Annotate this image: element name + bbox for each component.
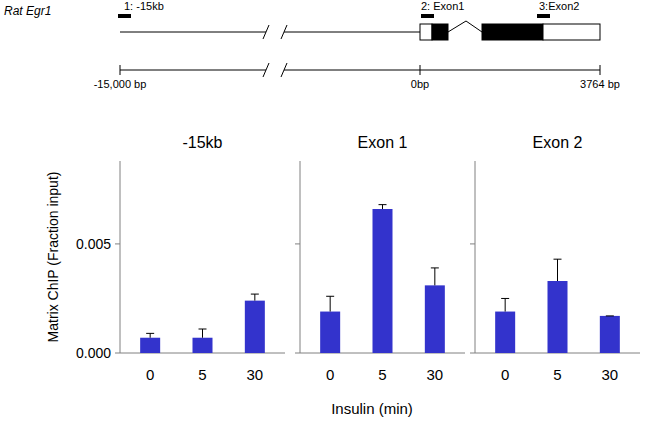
error-stem	[382, 205, 383, 209]
error-stem	[254, 294, 255, 301]
x-tick-label: 0	[501, 366, 509, 383]
bar	[495, 312, 515, 353]
y-axis	[300, 161, 301, 353]
error-cap	[379, 204, 387, 205]
y-tick-label: 0.000	[76, 345, 111, 361]
scale-tick	[420, 65, 421, 75]
error-cap	[199, 329, 207, 330]
figure: Rat Egr1 1: -15kb 2: Exon1 3:Exon2 -15,000 b…	[0, 0, 650, 434]
error-cap	[554, 259, 562, 260]
error-stem	[330, 296, 331, 311]
panel: Exon 2 0 5 30	[470, 134, 640, 383]
break-mark	[263, 25, 269, 39]
gene-name: Rat Egr1	[4, 4, 51, 18]
scale-label: 3764 bp	[580, 78, 620, 90]
error-stem	[150, 333, 151, 337]
x-axis-label: Insulin (min)	[331, 400, 413, 417]
genomic-line	[120, 32, 266, 33]
error-stem	[434, 268, 435, 285]
error-bar	[326, 296, 334, 311]
y-tick	[295, 243, 300, 244]
error-bar	[379, 205, 387, 209]
gene-diagram: Rat Egr1 1: -15kb 2: Exon1 3:Exon2 -15,000 b…	[4, 0, 620, 90]
bar	[245, 301, 265, 353]
bar	[140, 338, 160, 353]
error-stem	[557, 259, 558, 281]
error-bar	[199, 329, 207, 338]
x-tick-label: 30	[246, 366, 263, 383]
bar	[548, 281, 568, 353]
probe-bar	[118, 14, 131, 18]
scale-tick	[600, 65, 601, 75]
y-tick	[115, 353, 120, 354]
exon-box	[432, 24, 448, 40]
error-bar	[146, 333, 154, 337]
y-tick	[115, 243, 120, 244]
error-cap	[501, 298, 509, 299]
scale-tick	[120, 65, 121, 75]
panel-title: -15kb	[182, 134, 222, 151]
error-cap	[146, 333, 154, 334]
utr-box	[420, 24, 432, 40]
bar	[425, 285, 445, 353]
panel-title: Exon 2	[533, 134, 583, 151]
scale-label: 0bp	[411, 78, 429, 90]
error-stem	[202, 329, 203, 338]
probe-bar	[421, 14, 434, 18]
y-axis	[475, 161, 476, 353]
probe-bar	[537, 14, 550, 18]
break-mark	[281, 63, 287, 77]
bar	[193, 338, 213, 353]
error-bar	[251, 294, 259, 301]
y-tick	[470, 243, 475, 244]
bar	[600, 316, 620, 353]
panel: Exon 1 0 5 30	[295, 134, 465, 383]
break-mark	[281, 25, 287, 39]
exon-box	[482, 24, 543, 40]
x-tick-label: 0	[326, 366, 334, 383]
x-tick-label: 5	[378, 366, 386, 383]
probe-label: 2: Exon1	[421, 0, 464, 12]
x-tick-label: 5	[553, 366, 561, 383]
error-stem	[505, 298, 506, 311]
y-tick	[295, 353, 300, 354]
error-bar	[501, 298, 509, 311]
panel: -15kb 0.000 0.005 0 5 30	[76, 134, 285, 383]
error-bar	[431, 268, 439, 285]
y-axis	[120, 161, 121, 353]
error-bar	[554, 259, 562, 281]
x-tick-label: 30	[601, 366, 618, 383]
scale-label: -15,000 bp	[94, 78, 147, 90]
panel-title: Exon 1	[358, 134, 408, 151]
probe-label: 3:Exon2	[539, 0, 579, 12]
x-tick-label: 0	[146, 366, 154, 383]
error-cap	[606, 315, 614, 316]
x-tick-label: 5	[198, 366, 206, 383]
error-cap	[431, 267, 439, 268]
intron-line	[448, 21, 482, 32]
y-tick	[470, 353, 475, 354]
x-tick-label: 30	[426, 366, 443, 383]
y-axis-label: Matrix ChIP (Fraction input)	[45, 172, 61, 343]
bar	[320, 312, 340, 353]
break-mark	[263, 63, 269, 77]
error-cap	[326, 296, 334, 297]
bar	[373, 209, 393, 353]
error-cap	[251, 294, 259, 295]
scale-line	[284, 70, 600, 71]
marks	[320, 205, 445, 353]
utr-box	[543, 24, 600, 40]
y-tick-label: 0.005	[76, 236, 111, 252]
probe-label: 1: -15kb	[124, 0, 164, 12]
marks	[495, 259, 620, 353]
error-bar	[606, 315, 614, 316]
scale-line	[120, 70, 266, 71]
marks	[140, 294, 265, 353]
genomic-line	[284, 32, 420, 33]
